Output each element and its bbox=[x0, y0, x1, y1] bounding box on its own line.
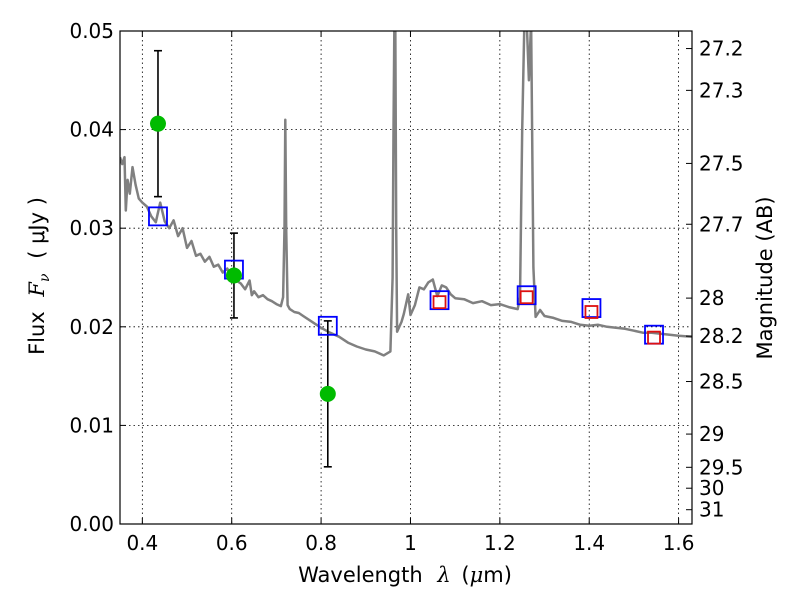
y-tick-label: 0.00 bbox=[69, 512, 114, 536]
y-axis-label: Flux Fν ( μJy ) bbox=[25, 197, 54, 355]
model-flux-marker bbox=[148, 206, 168, 227]
upper-limit-marker bbox=[647, 330, 661, 345]
spectrum-line bbox=[120, 31, 692, 357]
x-tick-label: 0.8 bbox=[305, 531, 337, 555]
mag-tick-label: 28.2 bbox=[699, 324, 744, 348]
magnitude-axis-label: Magnitude (AB) bbox=[753, 196, 777, 359]
observed-point bbox=[149, 115, 166, 132]
mag-tick-label: 29.5 bbox=[699, 455, 744, 479]
observed-point bbox=[225, 267, 242, 284]
model-flux-marker bbox=[317, 315, 338, 336]
observed-point bbox=[319, 385, 336, 402]
mag-tick-label: 30 bbox=[699, 476, 724, 500]
upper-limit-marker bbox=[519, 290, 534, 305]
x-tick-label: 1.6 bbox=[663, 531, 695, 555]
y-tick-label: 0.04 bbox=[69, 118, 114, 142]
x-tick-label: 0.6 bbox=[216, 531, 248, 555]
x-tick-label: 0.4 bbox=[126, 531, 158, 555]
spectrum-layer bbox=[120, 31, 692, 357]
mag-tick-label: 27.7 bbox=[699, 212, 744, 236]
plot-frame bbox=[119, 30, 693, 525]
model-flux-marker bbox=[581, 298, 602, 318]
axis-ticks: 0.4 0.6 0.8 1 1.2 1.4 1.6 0.00 0.01 0.02 0.03 0.04 0… bbox=[69, 19, 743, 555]
upper-limit-marker bbox=[432, 295, 447, 310]
upper-limit-marker bbox=[584, 305, 599, 319]
x-tick-label: 1.2 bbox=[484, 531, 516, 555]
mag-tick-label: 31 bbox=[699, 498, 724, 522]
x-axis-label: Wavelength λ (μm) bbox=[298, 563, 512, 587]
y-tick-label: 0.01 bbox=[69, 413, 114, 437]
x-tick-label: 1 bbox=[404, 531, 417, 555]
mag-tick-label: 29 bbox=[699, 422, 724, 446]
mag-tick-label: 28 bbox=[699, 286, 724, 310]
x-tick-label: 1.4 bbox=[573, 531, 605, 555]
y-tick-label: 0.02 bbox=[69, 315, 114, 339]
grid-lines bbox=[120, 30, 692, 525]
mag-tick-label: 27.3 bbox=[699, 78, 744, 102]
mag-tick-label: 27.2 bbox=[699, 37, 744, 61]
y-tick-label: 0.03 bbox=[69, 216, 114, 240]
points-layer bbox=[148, 49, 664, 468]
y-tick-label: 0.05 bbox=[69, 19, 114, 43]
mag-tick-label: 27.5 bbox=[699, 151, 744, 175]
mag-tick-label: 28.5 bbox=[699, 370, 744, 394]
model-flux-marker bbox=[429, 290, 450, 311]
model-flux-marker bbox=[516, 285, 537, 306]
